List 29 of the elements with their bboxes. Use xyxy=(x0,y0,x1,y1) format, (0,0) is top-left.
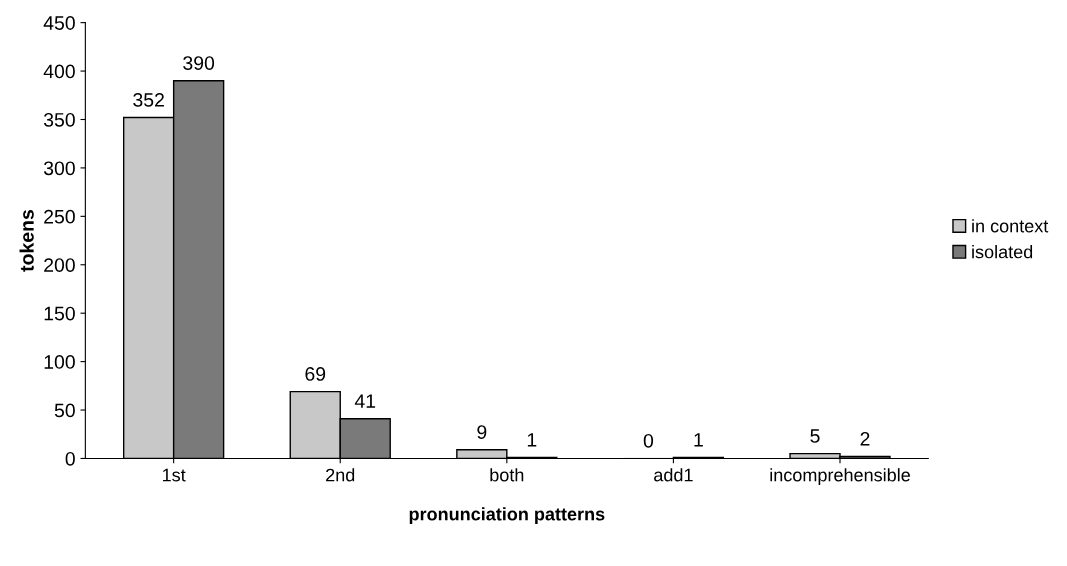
y-tick-label: 100 xyxy=(44,355,75,369)
legend-label: isolated xyxy=(972,245,1033,259)
data-label: 390 xyxy=(183,56,215,70)
y-tick-label: 350 xyxy=(43,112,75,127)
data-label: 9 xyxy=(477,425,487,439)
data-label: 352 xyxy=(133,93,164,107)
legend-label: in context xyxy=(972,219,1049,233)
data-label: 1 xyxy=(694,433,703,447)
data-label: 41 xyxy=(354,394,376,408)
x-tick-label: incomprehensible xyxy=(770,468,910,486)
y-tick-label: 250 xyxy=(44,209,75,224)
data-label: 69 xyxy=(305,367,326,381)
data-label: 2 xyxy=(860,431,870,446)
y-tick-label: 150 xyxy=(44,306,75,321)
y-tick-label: 300 xyxy=(43,161,75,176)
x-tick-label: add1 xyxy=(654,468,693,482)
y-axis-title: tokens xyxy=(19,210,34,272)
x-tick-label: 1st xyxy=(162,468,186,482)
x-tick-label: both xyxy=(490,468,524,482)
x-tick-label: 2nd xyxy=(326,468,355,482)
y-tick-label: 400 xyxy=(43,64,75,79)
y-tick-label: 450 xyxy=(43,16,75,30)
data-label: 5 xyxy=(810,429,820,443)
x-axis-title: pronunciation patterns xyxy=(409,507,605,525)
data-label: 1 xyxy=(527,433,537,447)
data-label: 0 xyxy=(643,433,654,448)
y-tick-label: 50 xyxy=(54,403,75,418)
y-tick-label: 200 xyxy=(44,258,75,272)
y-tick-label: 0 xyxy=(65,451,75,466)
